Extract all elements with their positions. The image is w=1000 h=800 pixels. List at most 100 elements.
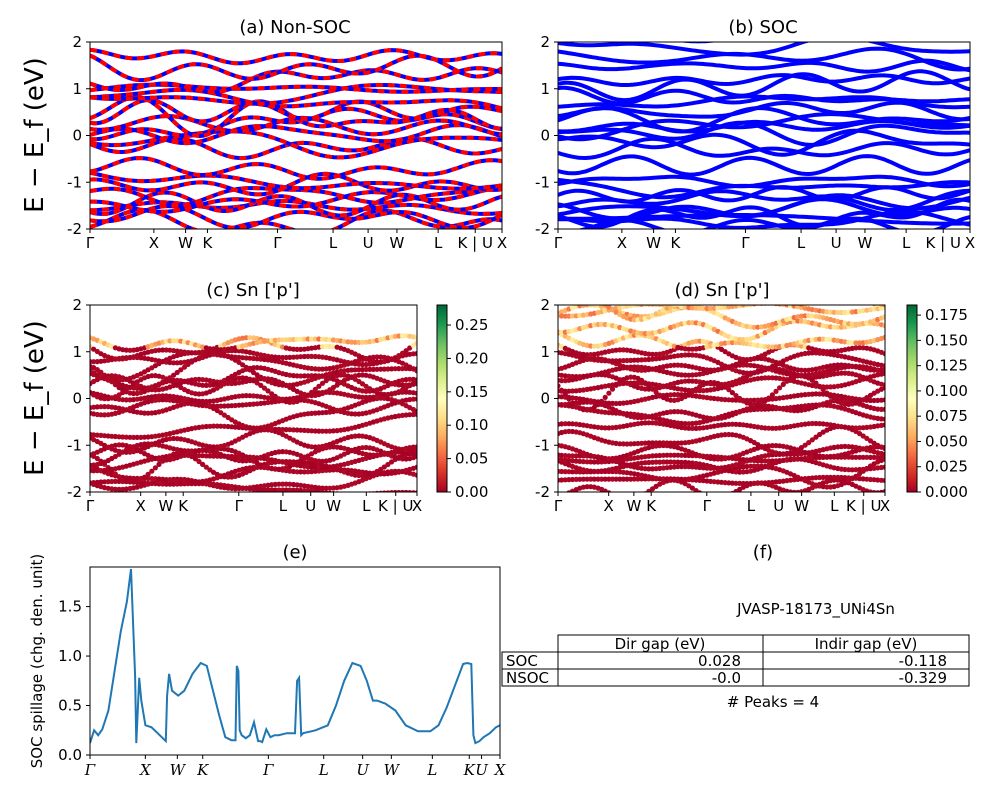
- projection-dot: [141, 474, 148, 480]
- projection-dot: [810, 300, 815, 305]
- projection-dot: [871, 367, 877, 373]
- projection-dot: [167, 375, 173, 381]
- projection-dot: [276, 354, 282, 360]
- projection-dot: [243, 355, 249, 361]
- projection-dot: [407, 376, 413, 382]
- projection-dot: [827, 393, 834, 399]
- projection-dot: [798, 372, 804, 378]
- projection-dot: [309, 336, 315, 342]
- projection-dot: [689, 378, 695, 384]
- ytick-label: 1: [540, 343, 550, 361]
- projection-dot: [766, 443, 772, 449]
- projection-dot: [243, 402, 249, 408]
- projection-dot: [635, 357, 641, 363]
- band-line: [558, 106, 970, 134]
- projection-dot: [112, 478, 118, 484]
- projection-dot: [860, 454, 866, 460]
- ytick-label: 0: [72, 127, 82, 145]
- projection-dot: [573, 453, 579, 459]
- projection-dot: [689, 464, 695, 470]
- projection-dot: [631, 476, 637, 482]
- projection-dot: [352, 411, 358, 417]
- projection-dot: [414, 390, 417, 396]
- projection-dot: [573, 374, 579, 380]
- panel-a-ylabel: E − E_f (eV): [20, 57, 50, 213]
- panel-e-frame: [89, 566, 501, 756]
- ytick-label: 0: [540, 390, 550, 408]
- projection-dot: [91, 359, 97, 365]
- band-line-dashed: [90, 82, 502, 94]
- projection-dot: [635, 414, 641, 421]
- band-line: [558, 213, 970, 226]
- projection-dot: [678, 477, 685, 483]
- projection-dot: [309, 428, 315, 434]
- projection-dot: [588, 476, 594, 482]
- band-line-dashed: [90, 185, 502, 214]
- colorbar-tick-label: 0.15: [455, 383, 488, 401]
- gap-table: Dir gap (eV) Indir gap (eV) SOC 0.028 -0…: [501, 634, 970, 687]
- projection-dot: [751, 305, 757, 307]
- projection-dot: [678, 464, 685, 470]
- projection-dot: [733, 469, 739, 475]
- projection-dot: [653, 459, 659, 465]
- projection-dot: [744, 463, 750, 470]
- projection-dot: [806, 440, 812, 446]
- projection-dot: [678, 352, 685, 358]
- projection-dot: [414, 335, 417, 341]
- projection-dot: [559, 378, 565, 384]
- projection-dot: [871, 454, 877, 460]
- projection-dot: [766, 344, 772, 350]
- projection-dot: [305, 353, 311, 359]
- projection-dot: [715, 381, 721, 388]
- projection-dot: [671, 392, 677, 398]
- projection-dot: [309, 444, 315, 450]
- projection-dot: [414, 472, 417, 478]
- projection-dot: [769, 443, 775, 449]
- projection-dot: [101, 404, 108, 410]
- projection-dot: [882, 334, 885, 340]
- projection-dot: [407, 345, 413, 351]
- projection-dot: [156, 476, 162, 482]
- projection-dot: [330, 444, 336, 450]
- projection-dot: [624, 476, 630, 482]
- colorbar-tick-label: 0.050: [925, 432, 968, 450]
- projection-dot: [831, 324, 837, 330]
- projection-dot: [134, 434, 140, 440]
- projection-dot: [882, 363, 885, 369]
- projection-dot: [729, 390, 735, 396]
- projection-dot: [196, 458, 202, 465]
- projection-dot: [882, 382, 885, 388]
- projection-dot: [668, 452, 674, 458]
- projection-dot: [319, 485, 326, 491]
- projection-dot: [631, 317, 637, 323]
- projection-dot: [403, 348, 409, 354]
- projection-dot: [414, 464, 417, 470]
- projection-dot: [112, 377, 118, 383]
- projection-dot: [744, 305, 750, 308]
- projection-dot: [853, 467, 859, 473]
- projection-dot: [857, 471, 863, 477]
- xtick-label: U: [305, 497, 316, 515]
- panel-c-plot: [90, 333, 417, 497]
- ytick-label: 0.0: [58, 746, 82, 764]
- projection-dot: [755, 458, 761, 464]
- projection-dot: [112, 471, 118, 477]
- xtick-label: X: [412, 497, 422, 515]
- ytick-label: -2: [535, 483, 550, 501]
- projection-dot: [272, 466, 278, 472]
- projection-dot: [353, 492, 358, 497]
- projection-dot: [733, 339, 739, 346]
- ytick-label: 1: [72, 80, 82, 98]
- projection-dot: [813, 434, 819, 440]
- projection-dot: [319, 428, 326, 434]
- projection-dot: [660, 459, 666, 465]
- ytick-label: 2: [72, 296, 82, 314]
- band-line: [558, 185, 970, 204]
- projection-dot: [689, 305, 695, 311]
- projection-dot: [777, 458, 783, 464]
- projection-dot: [363, 388, 369, 394]
- projection-dot: [678, 305, 685, 310]
- projection-dot: [101, 479, 108, 485]
- projection-dot: [200, 453, 206, 459]
- ytick-label: 2: [540, 33, 550, 51]
